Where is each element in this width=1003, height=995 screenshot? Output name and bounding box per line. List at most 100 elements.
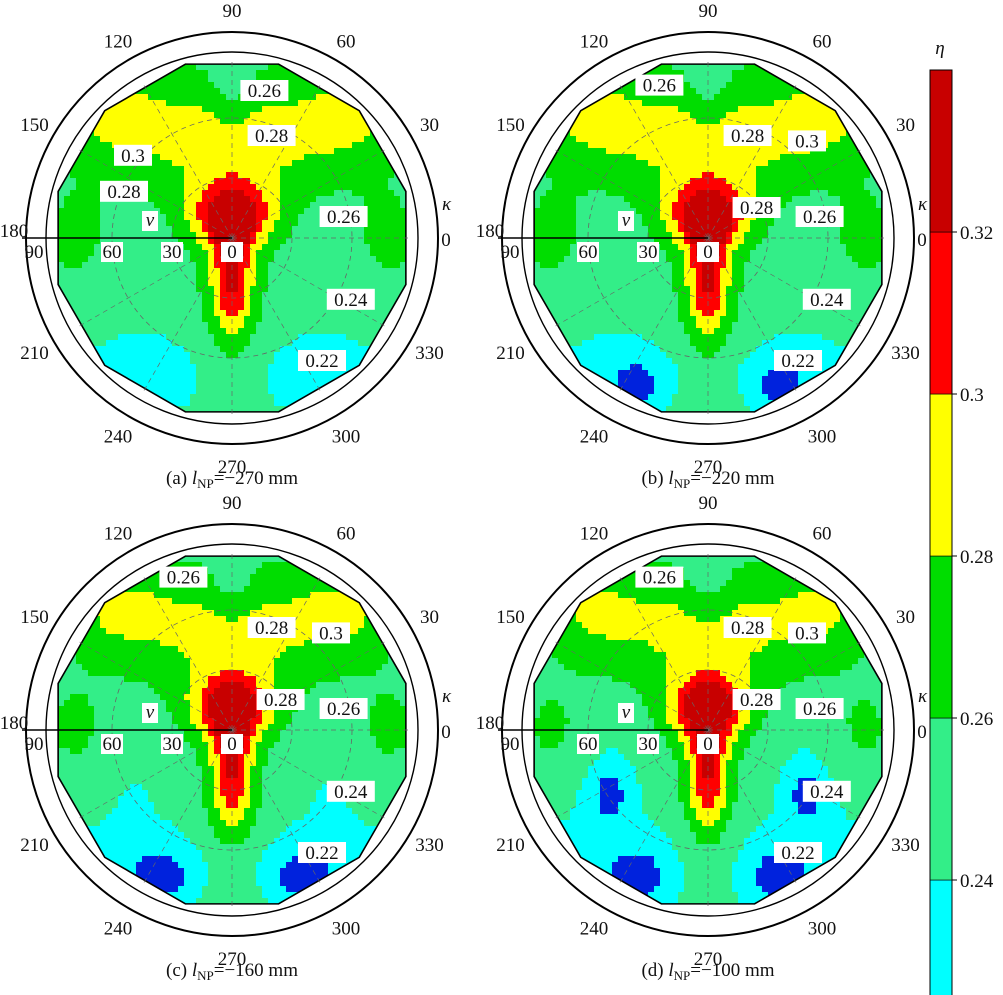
angle-tick-label: 0 (917, 230, 927, 251)
contour-label-box (732, 197, 781, 218)
grid-spoke (551, 147, 709, 239)
angle-tick-label: 90 (699, 1, 718, 22)
radial-tick-label: 90 (25, 242, 44, 263)
angle-tick-label: 0 (441, 230, 451, 251)
angle-tick-label: 180 (476, 221, 505, 242)
angle-tick-label: 150 (20, 607, 49, 628)
contour-label-box (298, 842, 346, 863)
angle-tick-label: 90 (223, 1, 242, 22)
polar-panel-4: 0 30 60 90 120 150 180 210 240 270 300 330 κ 0 30 60 90 ν… (476, 493, 928, 983)
grid-spoke (231, 729, 323, 887)
radial-axis-label: ν (622, 702, 631, 723)
contour-label-box (774, 350, 822, 371)
contour-label: 0.28 (740, 198, 773, 219)
angle-tick-label: 210 (20, 343, 49, 364)
contour-label-box (319, 698, 368, 719)
grid-spoke (707, 237, 865, 329)
contour-label-box (298, 350, 346, 371)
colorbar-tick-label: 0.28 (960, 547, 993, 568)
grid-circle-1 (171, 669, 293, 791)
contour-label: 0.26 (327, 207, 360, 228)
grid-spoke (551, 639, 709, 731)
angle-tick-label: 300 (808, 918, 837, 939)
panel-caption: (d) lNP=−100 mm (641, 960, 774, 983)
angle-tick-label: 60 (337, 32, 356, 53)
angle-tick-label: 120 (580, 32, 609, 53)
contour-label: 0.28 (264, 690, 297, 711)
angle-tick-label: 240 (580, 918, 609, 939)
colorbar-segment (929, 879, 953, 995)
panel-caption: (b) lNP=−220 mm (641, 468, 774, 491)
angle-tick-label: 180 (0, 713, 28, 734)
colorbar-segment (929, 555, 953, 719)
angle-tick-label: 270 (218, 949, 247, 970)
grid-spoke (75, 147, 233, 239)
contour-label: 0.28 (740, 690, 773, 711)
angle-tick-label: 240 (104, 918, 133, 939)
grid-spoke (231, 639, 389, 731)
grid-spoke (551, 729, 709, 821)
grid-spoke (707, 729, 865, 821)
contour-label-box (774, 842, 822, 863)
radial-tick-label: 60 (103, 242, 122, 263)
radial-tick-label: 0 (703, 734, 713, 755)
grid-spoke (707, 729, 799, 887)
radial-tick-label: 30 (639, 242, 658, 263)
angle-tick-label: 240 (104, 426, 133, 447)
angle-tick-label: 0 (917, 722, 927, 743)
angle-tick-label: 150 (496, 115, 525, 136)
contour-label: 0.28 (255, 126, 288, 147)
angle-tick-label: 60 (337, 524, 356, 545)
angle-tick-label: 120 (104, 524, 133, 545)
angle-tick-label: 210 (496, 343, 525, 364)
grid-spoke (231, 237, 389, 329)
colorbar-segment (929, 231, 953, 395)
contour-label-box (802, 288, 851, 310)
contour-label: 0.24 (334, 782, 368, 803)
contour-label-box (319, 206, 368, 227)
radial-tick-label: 0 (227, 734, 237, 755)
grid-spoke (141, 729, 233, 887)
contour-label-box (100, 180, 148, 202)
angle-tick-label: 300 (332, 918, 361, 939)
contour-label-box (795, 698, 844, 719)
angle-tick-label: 120 (580, 524, 609, 545)
contour-label-box (326, 780, 375, 802)
angle-tick-label: 150 (496, 607, 525, 628)
grid-spoke (231, 573, 323, 731)
angle-tick-label: 30 (420, 115, 439, 136)
angle-tick-label: 270 (694, 457, 723, 478)
angle-tick-label: 210 (20, 835, 49, 856)
grid-spoke (141, 573, 233, 731)
grid-spoke (75, 639, 233, 731)
contour-label: 0.22 (781, 843, 814, 864)
grid-spoke (231, 81, 323, 239)
colorbar-segment (929, 393, 953, 557)
contour-label: 0.26 (803, 207, 836, 228)
grid-spoke (617, 81, 709, 239)
radial-axis-label: ν (146, 702, 155, 723)
radial-tick-label: 60 (579, 242, 598, 263)
contour-label: 0.24 (810, 782, 844, 803)
contour-label-box (326, 288, 375, 310)
radial-tick-label: 0 (703, 242, 713, 263)
contour-label: 0.26 (643, 568, 676, 589)
angle-tick-label: 60 (813, 524, 832, 545)
angle-tick-label: 180 (0, 221, 28, 242)
contour-label-box (635, 566, 684, 588)
contour-label-box (114, 144, 152, 166)
colorbar-label: η (935, 38, 944, 59)
contour-label-box (247, 125, 296, 146)
radial-tick-label: 60 (579, 734, 598, 755)
radial-axis-label: ν (146, 210, 155, 231)
contour-label-box (795, 206, 844, 227)
angle-tick-label: 180 (476, 713, 505, 734)
angle-tick-label: 330 (415, 835, 444, 856)
radial-axis-label: ν (622, 210, 631, 231)
colorbar-tick-label: 0.32 (960, 223, 993, 244)
angle-axis-label: κ (918, 194, 928, 215)
angle-tick-label: 30 (896, 607, 915, 628)
grid-spoke (75, 729, 233, 821)
contour-label-box (635, 74, 684, 96)
contour-label: 0.28 (731, 618, 764, 639)
